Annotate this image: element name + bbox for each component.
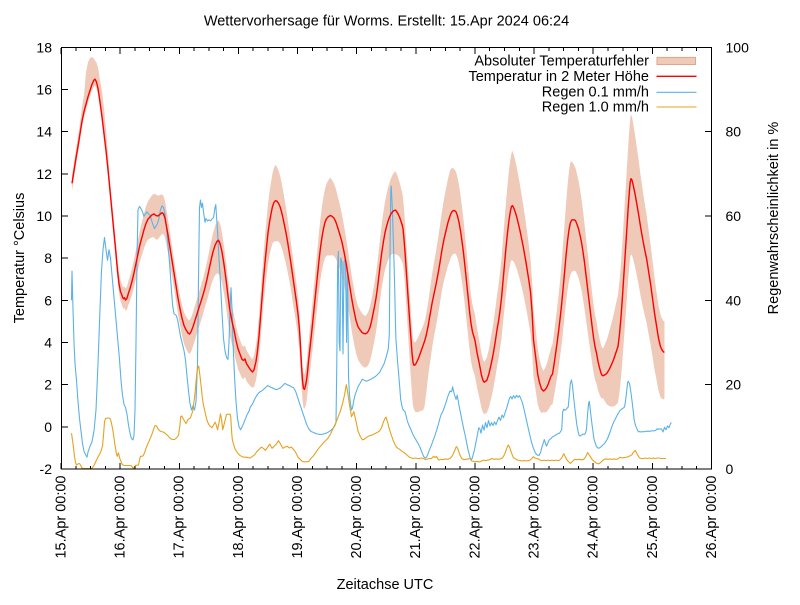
svg-text:80: 80 [726,124,742,140]
svg-text:Regen 0.1 mm/h: Regen 0.1 mm/h [542,85,649,101]
svg-text:Zeitachse UTC: Zeitachse UTC [337,577,434,593]
svg-text:0: 0 [44,419,52,435]
svg-text:23.Apr 00:00: 23.Apr 00:00 [527,476,543,559]
svg-text:21.Apr 00:00: 21.Apr 00:00 [408,476,424,559]
svg-text:20: 20 [726,377,742,393]
svg-text:Absoluter Temperaturfehler: Absoluter Temperaturfehler [474,54,649,70]
svg-text:10: 10 [36,208,52,224]
svg-text:4: 4 [44,335,52,351]
svg-text:100: 100 [726,39,750,55]
svg-text:14: 14 [36,124,52,140]
svg-text:12: 12 [36,166,52,182]
svg-text:24.Apr 00:00: 24.Apr 00:00 [586,476,602,559]
svg-text:18.Apr 00:00: 18.Apr 00:00 [231,476,247,559]
svg-text:0: 0 [726,461,734,477]
svg-text:8: 8 [44,250,52,266]
svg-text:2: 2 [44,377,52,393]
svg-text:16.Apr 00:00: 16.Apr 00:00 [113,476,129,559]
svg-text:26.Apr 00:00: 26.Apr 00:00 [704,476,720,559]
svg-text:Temperatur °Celsius: Temperatur °Celsius [12,193,28,324]
svg-text:Temperatur in 2 Meter Höhe: Temperatur in 2 Meter Höhe [468,69,649,85]
svg-text:40: 40 [726,292,742,308]
svg-text:15.Apr 00:00: 15.Apr 00:00 [53,476,69,559]
svg-text:Wettervorhersage für Worms. Er: Wettervorhersage für Worms. Erstellt: 15… [204,14,569,30]
svg-text:18: 18 [36,39,52,55]
svg-text:60: 60 [726,208,742,224]
svg-text:16: 16 [36,82,52,98]
svg-text:6: 6 [44,292,52,308]
svg-text:22.Apr 00:00: 22.Apr 00:00 [467,476,483,559]
svg-text:Regen 1.0 mm/h: Regen 1.0 mm/h [542,100,649,116]
svg-text:Regenwahrscheinlichkeit in %: Regenwahrscheinlichkeit in % [766,122,782,315]
svg-text:25.Apr 00:00: 25.Apr 00:00 [645,476,661,559]
svg-text:20.Apr 00:00: 20.Apr 00:00 [349,476,365,559]
svg-text:-2: -2 [40,461,53,477]
svg-text:19.Apr 00:00: 19.Apr 00:00 [290,476,306,559]
svg-text:17.Apr 00:00: 17.Apr 00:00 [172,476,188,559]
